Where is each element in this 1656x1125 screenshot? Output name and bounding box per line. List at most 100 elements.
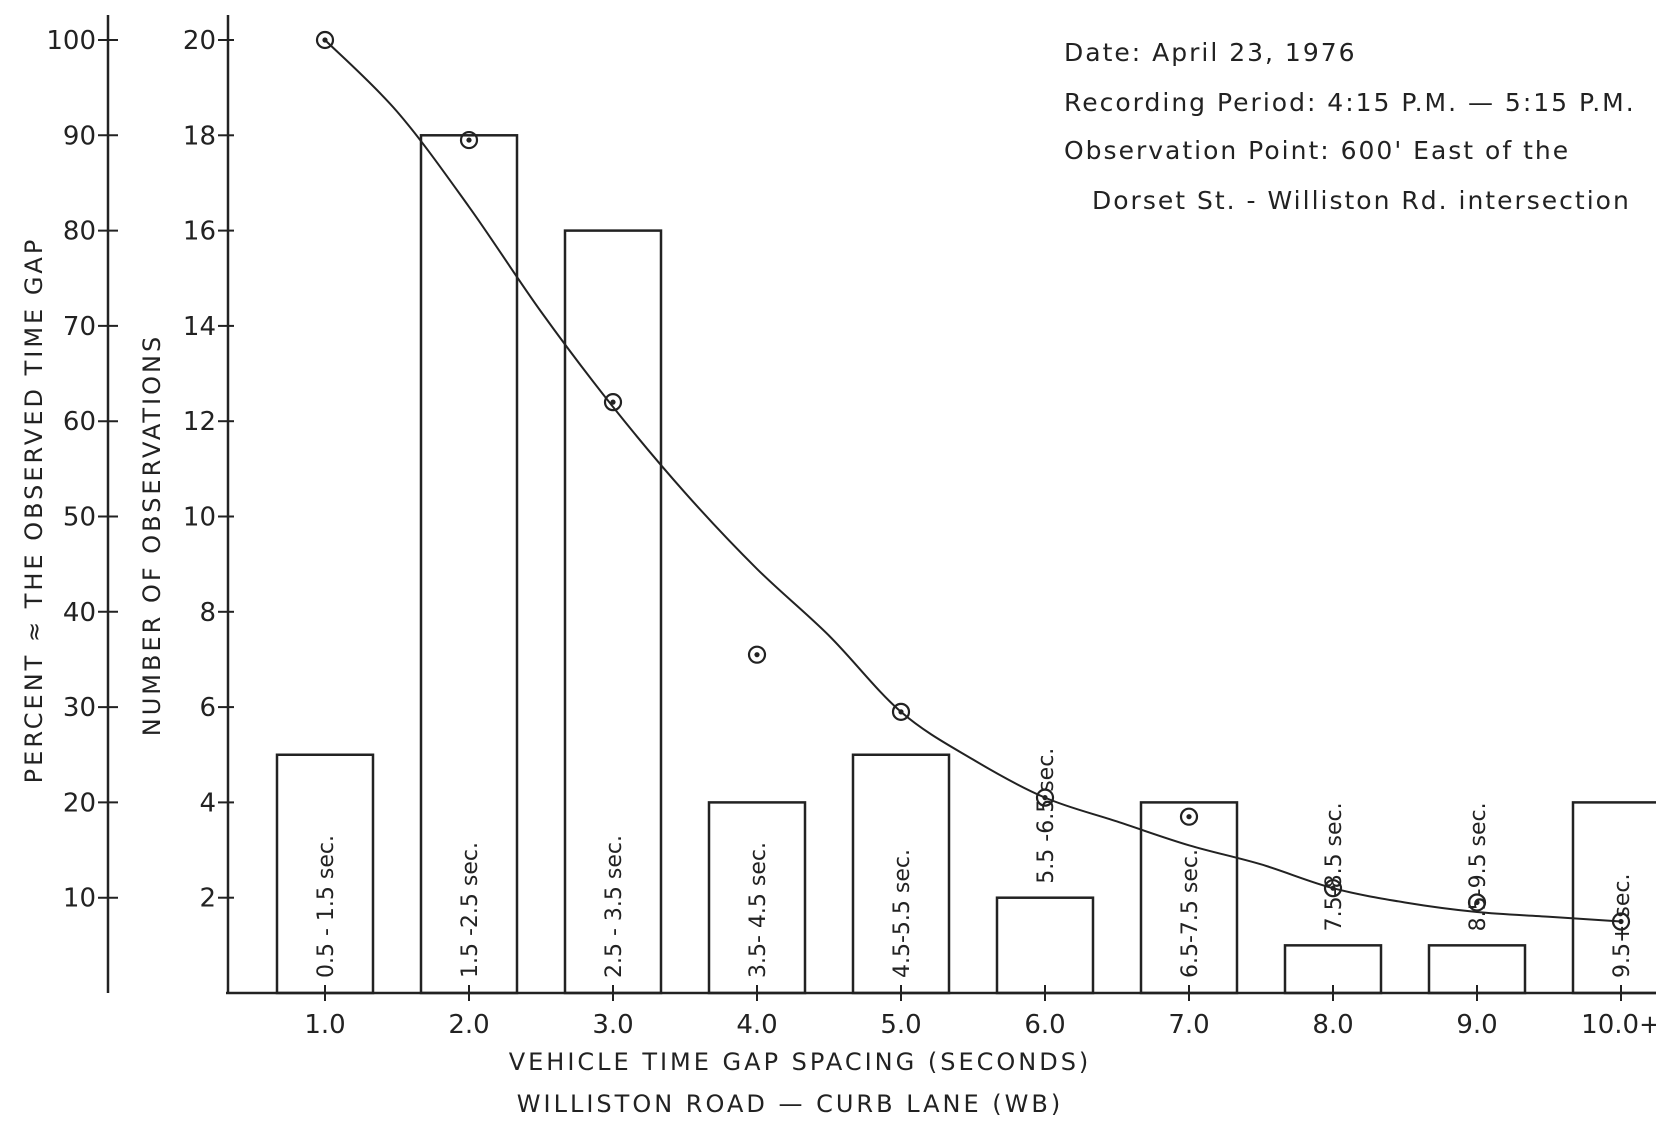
point-dot — [1186, 814, 1192, 820]
point-dot — [466, 137, 472, 143]
bar — [707, 801, 807, 995]
location-note: Dorset St. - Williston Rd. intersection — [1092, 186, 1631, 215]
point-ring — [1611, 912, 1631, 931]
bar-range-label: 3.5- 4.5 sec. — [746, 842, 771, 978]
count-tick-label: 2 — [199, 884, 216, 914]
percent-tick-label: 80 — [63, 217, 96, 247]
bar-group: 7.5-8.5 sec. — [1283, 802, 1383, 995]
bar — [851, 753, 951, 995]
observed-point — [1323, 879, 1343, 898]
point-dot — [1474, 899, 1480, 906]
x-tick-label: 5.0 — [880, 1010, 921, 1040]
point-ring — [459, 130, 479, 150]
point-ring — [747, 645, 767, 664]
x-tick-label: 9.0 — [1456, 1010, 1497, 1040]
point-dot — [898, 709, 904, 715]
bar-range-label: 6.5-7.5 sec. — [1178, 849, 1203, 978]
fitted-decay-curve — [324, 39, 1622, 923]
date-note: Date: April 23, 1976 — [1064, 38, 1357, 67]
chart-subtitle: WILLISTON ROAD — CURB LANE (WB) — [517, 1090, 1063, 1118]
bar-range-label: 5.5 -6.5 sec. — [1034, 748, 1059, 884]
point-dot — [1042, 795, 1048, 801]
count-tick-label: 18 — [183, 121, 216, 151]
observed-point — [1035, 788, 1055, 807]
count-axis: 20 18 16 14 12 10 8 6 4 2 — [183, 15, 234, 993]
point-dot — [322, 37, 328, 43]
percent-tick-label: 60 — [63, 407, 96, 437]
count-tick-label: 20 — [183, 26, 216, 56]
bar-range-label: 2.5 - 3.5 sec. — [602, 835, 627, 978]
x-tick-label: 10.0+ — [1581, 1010, 1656, 1040]
x-tick-label: 2.0 — [448, 1010, 489, 1040]
bar — [1427, 944, 1527, 995]
x-axis: 1.0 2.0 3.0 4.0 5.0 6.0 7.0 8.0 9.0 10.0+ — [226, 985, 1656, 1040]
bar — [995, 896, 1095, 995]
bar-group: 4.5-5.5 sec. — [851, 753, 951, 995]
percent-tick-label: 70 — [63, 312, 96, 342]
observed-point — [1611, 912, 1631, 931]
observed-point — [315, 30, 335, 50]
count-tick-label: 16 — [183, 217, 216, 247]
bar-range-label: 1.5 -2.5 sec. — [458, 842, 483, 978]
count-tick-label: 14 — [183, 312, 216, 342]
percent-tick-label: 90 — [63, 121, 96, 151]
x-tick-label: 1.0 — [304, 1010, 345, 1040]
percent-tick-label: 10 — [63, 884, 96, 914]
point-dot — [1330, 885, 1336, 891]
percent-tick-label: 20 — [63, 788, 96, 818]
x-axis-title: VEHICLE TIME GAP SPACING (SECONDS) — [509, 1048, 1092, 1076]
bar-range-label: 4.5-5.5 sec. — [890, 849, 915, 978]
x-tick-label: 8.0 — [1312, 1010, 1353, 1040]
bar-group: 6.5-7.5 sec. — [1139, 801, 1239, 995]
count-tick-label: 8 — [199, 598, 216, 628]
point-ring — [603, 393, 623, 412]
bar-group: 2.5 - 3.5 sec. — [563, 229, 663, 995]
x-tick-label: 3.0 — [592, 1010, 633, 1040]
bar — [1139, 801, 1239, 995]
fitted-curve-layer — [324, 39, 1622, 923]
bar-group: 1.5 -2.5 sec. — [419, 134, 519, 995]
points-layer — [315, 30, 1631, 931]
left-axis-title: PERCENT ≈ THE OBSERVED TIME GAP — [20, 237, 48, 784]
point-dot — [754, 652, 760, 658]
bar — [419, 134, 519, 995]
count-tick-label: 10 — [183, 503, 216, 533]
observed-point — [891, 702, 911, 721]
bar-range-label: 7.5-8.5 sec. — [1322, 802, 1347, 931]
bar — [1283, 944, 1383, 995]
observed-point — [747, 645, 767, 664]
observed-point — [459, 130, 479, 150]
observed-point — [603, 393, 623, 412]
point-ring — [1323, 879, 1343, 898]
bar-range-label: 0.5 - 1.5 sec. — [314, 835, 339, 978]
percent-tick-label: 50 — [63, 503, 96, 533]
point-ring — [315, 30, 335, 50]
x-tick-label: 4.0 — [736, 1010, 777, 1040]
right-axis-title: NUMBER OF OBSERVATIONS — [138, 334, 166, 736]
bar-group: 9.5+ sec. — [1571, 801, 1656, 995]
count-tick-label: 4 — [199, 788, 216, 818]
bar-group: 8.5-9.5 sec. — [1427, 802, 1527, 995]
percent-tick-label: 40 — [63, 598, 96, 628]
bar-group: 0.5 - 1.5 sec. — [275, 753, 375, 995]
point-ring — [1467, 893, 1487, 912]
observed-point — [1179, 807, 1199, 826]
bar-group: 3.5- 4.5 sec. — [707, 801, 807, 995]
percent-tick-label: 30 — [63, 693, 96, 723]
percent-axis: 100 90 80 70 60 50 40 30 20 10 — [46, 15, 118, 993]
x-tick-label: 6.0 — [1024, 1010, 1065, 1040]
point-dot — [610, 399, 616, 405]
count-tick-label: 6 — [199, 693, 216, 723]
bar-group: 5.5 -6.5 sec. — [995, 748, 1095, 995]
bar — [563, 229, 663, 995]
point-ring — [1035, 788, 1055, 807]
observed-point — [1467, 893, 1487, 912]
count-tick-label: 12 — [183, 407, 216, 437]
bars-layer: 0.5 - 1.5 sec. 1.5 -2.5 sec. 2.5 - 3.5 sec… — [275, 134, 1656, 995]
period-note: Recording Period: 4:15 P.M. — 5:15 P.M. — [1064, 88, 1636, 117]
bar — [275, 753, 375, 995]
bar — [1571, 801, 1656, 995]
point-dot — [1618, 918, 1624, 925]
point-ring — [891, 702, 911, 721]
